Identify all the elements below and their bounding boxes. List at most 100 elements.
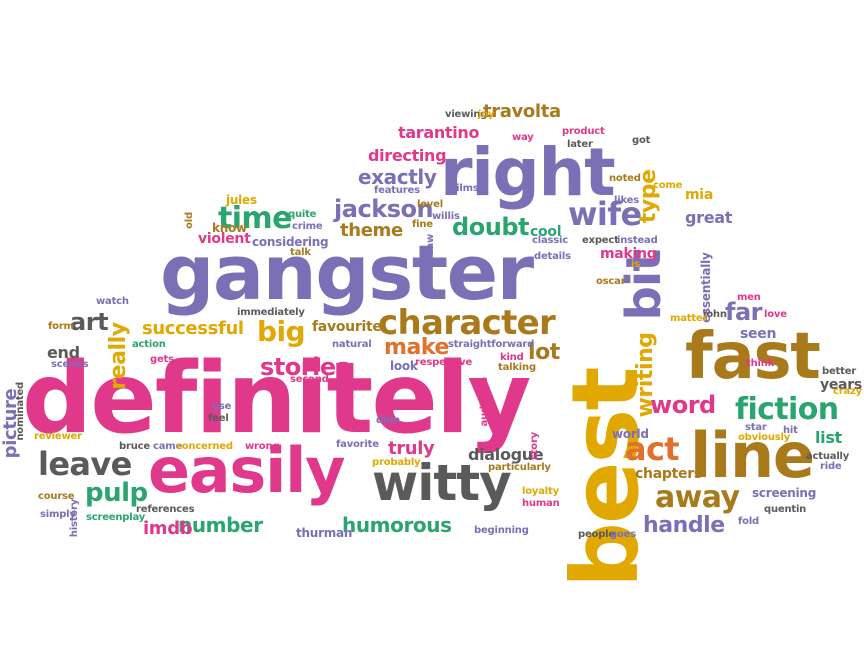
word-witty: witty <box>372 454 512 512</box>
word-imdb: imdb <box>143 518 193 539</box>
word-know: know <box>212 221 247 235</box>
word-humorous: humorous <box>342 513 452 537</box>
word-type: type <box>636 169 661 224</box>
word-willis: willis <box>432 211 460 222</box>
word-hit: hit <box>783 425 798 436</box>
word-stories: stories <box>260 353 350 381</box>
word-men: men <box>737 292 761 303</box>
word-loyalty: loyalty <box>522 486 559 497</box>
word-tarantino: tarantino <box>398 123 480 142</box>
word-john: john <box>703 309 727 320</box>
word-particularly: particularly <box>488 462 551 473</box>
word-references: references <box>136 504 195 515</box>
word-talk: talk <box>290 247 311 258</box>
word-pulp: pulp <box>85 478 148 508</box>
word-mia: mia <box>685 187 713 203</box>
word-features: features <box>374 185 420 196</box>
word-later: later <box>567 139 593 150</box>
word-better: better <box>822 366 857 377</box>
word-make: make <box>384 335 449 360</box>
word-definitely: definitely <box>22 342 531 456</box>
word-beginning: beginning <box>474 525 529 536</box>
word-successful: successful <box>142 318 244 339</box>
word-list: list <box>815 428 842 447</box>
word-oscar: oscar <box>596 276 626 287</box>
word-kind: kind <box>500 352 524 363</box>
word-favorite: favorite <box>336 439 379 450</box>
word-making: making <box>600 246 657 262</box>
word-films: films <box>452 183 479 194</box>
word-feel: feel <box>208 413 229 424</box>
word-time: time <box>218 201 292 236</box>
word-wrong: wrong <box>245 441 280 452</box>
word-lot: lot <box>528 340 560 365</box>
word-simply: simply <box>40 509 76 520</box>
word-theme: theme <box>340 220 403 241</box>
word-probably: probably <box>372 457 421 468</box>
word-exactly: exactly <box>358 165 437 189</box>
word-come: come <box>653 180 683 191</box>
word-act: act <box>625 430 680 468</box>
word-audience: audience <box>479 377 490 427</box>
word-writing: writing <box>633 332 658 418</box>
word-course: course <box>38 491 75 502</box>
word-far: far <box>725 298 763 326</box>
word-reviewer: reviewer <box>34 431 82 442</box>
word-end: end <box>47 343 80 362</box>
word-thurman: thurman <box>296 526 353 540</box>
word-second: second <box>290 374 329 385</box>
word-big: big <box>257 315 306 348</box>
word-screenplay: screenplay <box>86 512 146 523</box>
word-really: really <box>106 322 131 390</box>
word-human: human <box>522 498 560 509</box>
word-concerned: concerned <box>176 441 233 452</box>
word-line: line <box>690 419 815 492</box>
word-product: product <box>562 126 605 137</box>
word-right: right <box>440 134 616 211</box>
word-fast: fast <box>685 320 821 394</box>
word-gangster: gangster <box>160 228 534 317</box>
word-art: art <box>70 308 109 336</box>
word-number: number <box>178 513 263 537</box>
word-actually: actually <box>806 451 850 462</box>
word-directing: directing <box>368 146 447 165</box>
word-bruce: bruce <box>119 441 150 452</box>
word-leave: leave <box>38 445 132 483</box>
word-use: use <box>212 401 232 412</box>
word-classic: classic <box>532 235 568 246</box>
word-immediately: immediately <box>237 307 305 318</box>
word-natural: natural <box>332 339 372 350</box>
word-fiction: fiction <box>735 392 839 427</box>
word-travolta: travolta <box>483 101 561 122</box>
word-think: think <box>746 358 775 369</box>
word-word: word <box>650 391 716 419</box>
word-details: details <box>534 251 571 262</box>
word-goes: goes <box>610 529 636 540</box>
word-handle: handle <box>643 513 725 538</box>
word-got: got <box>632 135 651 146</box>
word-screening: screening <box>752 486 817 500</box>
word-saw: saw <box>425 234 436 256</box>
word-scenes: scenes <box>51 359 89 370</box>
word-people: people <box>578 529 615 540</box>
word-old: old <box>184 212 195 229</box>
word-form: form <box>48 321 74 332</box>
word-character: character <box>378 303 556 343</box>
word-way: way <box>512 132 534 143</box>
word-didn: didn <box>376 415 401 426</box>
word-nominated: nominated <box>15 382 26 441</box>
word-joy: joy <box>478 109 495 120</box>
word-straightforward: straightforward <box>448 339 535 350</box>
word-chapters: chapters <box>635 466 702 482</box>
word-doubt: doubt <box>452 213 530 241</box>
word-history: history <box>69 499 80 538</box>
word-story: story <box>529 432 540 461</box>
word-great: great <box>685 208 733 227</box>
word-fold: fold <box>738 516 760 527</box>
word-years: years <box>820 377 862 393</box>
word-truly: truly <box>388 438 435 459</box>
word-jules: jules <box>226 193 257 207</box>
word-quentin: quentin <box>764 504 807 515</box>
word-violent: violent <box>198 231 251 247</box>
